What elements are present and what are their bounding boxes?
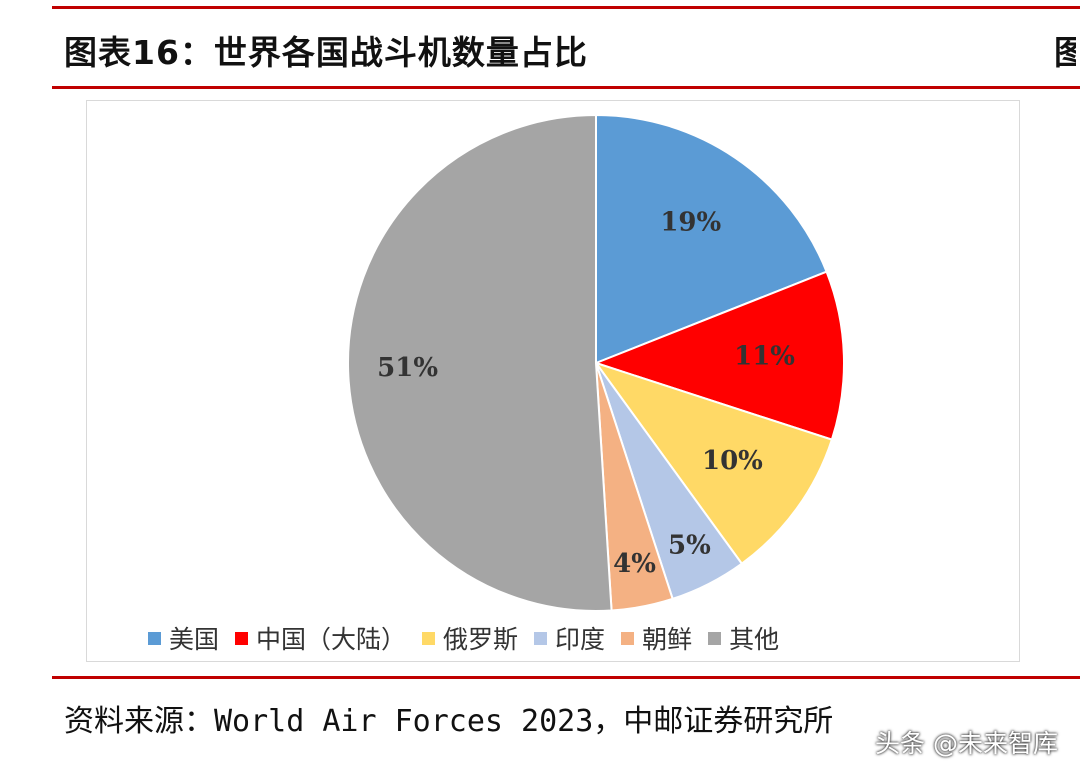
legend-label: 朝鲜 — [642, 625, 693, 654]
pie-labels: 19% 11% 10% 5% 4% 51% — [377, 208, 795, 580]
legend-label: 印度 — [555, 625, 606, 654]
pie-label-5: 4% — [613, 549, 656, 579]
legend-swatch — [708, 631, 722, 645]
title-right-fragment: 图 — [1054, 33, 1076, 72]
legend-swatch — [235, 631, 249, 645]
pie-slices — [347, 113, 845, 612]
legend-item-1: 美国 — [148, 620, 219, 656]
pie-label-4: 5% — [668, 530, 711, 560]
top-rule — [52, 6, 1080, 9]
legend-item-3: 俄罗斯 — [422, 620, 518, 656]
pie-slice-2 — [593, 270, 845, 441]
pie-label-3: 10% — [702, 446, 763, 476]
legend-item-6: 其他 — [708, 620, 779, 656]
legend-item-4: 印度 — [534, 620, 605, 656]
legend-item-2: 中国（大陆） — [235, 620, 406, 656]
pie-slice-6 — [347, 113, 613, 612]
legend: 美国 中国（大陆） 俄罗斯 印度 朝鲜 其他 — [148, 620, 779, 656]
legend-swatch — [422, 631, 436, 645]
pie-chart: 19% 11% 10% 5% 4% 51% — [347, 113, 845, 612]
pie-label-1: 19% — [660, 208, 721, 238]
bottom-rule — [52, 676, 1080, 679]
legend-item-5: 朝鲜 — [621, 620, 692, 656]
legend-swatch — [534, 631, 548, 645]
title-rule — [52, 86, 1080, 89]
legend-swatch — [621, 631, 635, 645]
legend-label: 美国 — [169, 625, 220, 654]
legend-swatch — [148, 631, 161, 645]
legend-label: 其他 — [729, 625, 780, 654]
legend-label: 俄罗斯 — [443, 625, 519, 654]
pie-slice-1 — [595, 113, 828, 365]
chart-title: 图表16：世界各国战斗机数量占比 — [64, 33, 588, 72]
legend-label: 中国（大陆） — [256, 625, 407, 654]
pie-slice-3 — [593, 361, 834, 566]
pie-label-2: 11% — [734, 342, 795, 372]
source-note: 资料来源：World Air Forces 2023，中邮证券研究所 — [64, 704, 834, 739]
pie-label-6: 51% — [377, 353, 438, 383]
chart-area: 19% 11% 10% 5% 4% 51% — [86, 100, 1020, 662]
watermark: 头条 @未来智库 — [875, 729, 1058, 758]
